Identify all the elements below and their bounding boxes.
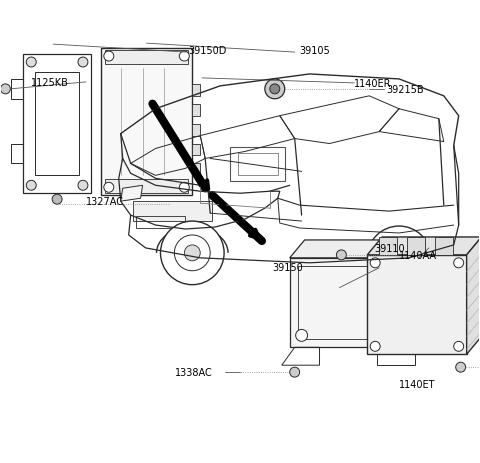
Circle shape: [265, 80, 285, 100]
Circle shape: [270, 85, 280, 94]
Polygon shape: [101, 49, 192, 196]
Circle shape: [104, 52, 114, 62]
Bar: [230, 147, 285, 182]
Circle shape: [456, 363, 466, 372]
Text: 1140AA: 1140AA: [399, 250, 437, 260]
Circle shape: [184, 245, 200, 261]
Circle shape: [370, 342, 380, 351]
Text: 39215B: 39215B: [386, 85, 424, 94]
Circle shape: [454, 258, 464, 268]
Polygon shape: [290, 240, 422, 258]
Bar: [132, 202, 212, 222]
Bar: [192, 105, 200, 116]
Text: 1327AC: 1327AC: [86, 197, 124, 207]
Polygon shape: [290, 258, 407, 348]
Bar: [192, 85, 200, 97]
Text: 1125KB: 1125KB: [31, 78, 69, 88]
Circle shape: [78, 58, 88, 68]
Text: 39150: 39150: [273, 262, 303, 272]
Text: 39150D: 39150D: [188, 46, 227, 56]
Polygon shape: [407, 240, 422, 348]
Circle shape: [180, 52, 189, 62]
Circle shape: [26, 181, 36, 191]
Bar: [105, 180, 188, 194]
Text: 39105: 39105: [300, 46, 330, 56]
Circle shape: [174, 236, 210, 271]
Circle shape: [104, 183, 114, 193]
Circle shape: [290, 367, 300, 377]
Circle shape: [78, 181, 88, 191]
Polygon shape: [467, 238, 480, 355]
Text: 1140ET: 1140ET: [399, 379, 435, 389]
Bar: [298, 266, 399, 340]
Bar: [136, 217, 185, 229]
Circle shape: [0, 85, 11, 94]
Polygon shape: [367, 255, 467, 355]
Circle shape: [52, 195, 62, 205]
Bar: [192, 125, 200, 136]
Circle shape: [454, 342, 464, 351]
Text: 39110: 39110: [374, 244, 405, 253]
Bar: [405, 253, 423, 283]
Polygon shape: [435, 238, 453, 255]
Circle shape: [389, 264, 401, 276]
Circle shape: [336, 250, 347, 260]
Circle shape: [180, 183, 189, 193]
Bar: [192, 144, 200, 156]
Polygon shape: [379, 238, 397, 255]
Circle shape: [26, 58, 36, 68]
Circle shape: [391, 250, 407, 266]
Circle shape: [381, 240, 417, 276]
Circle shape: [296, 330, 308, 342]
Circle shape: [367, 226, 431, 290]
Text: 1140ER: 1140ER: [354, 79, 392, 89]
Bar: [192, 164, 200, 176]
Polygon shape: [407, 238, 425, 255]
Bar: [238, 154, 278, 176]
Polygon shape: [367, 238, 480, 255]
Circle shape: [370, 258, 380, 268]
Polygon shape: [120, 186, 143, 202]
Text: 1338AC: 1338AC: [175, 367, 213, 377]
Circle shape: [160, 222, 224, 285]
Bar: [105, 51, 188, 65]
